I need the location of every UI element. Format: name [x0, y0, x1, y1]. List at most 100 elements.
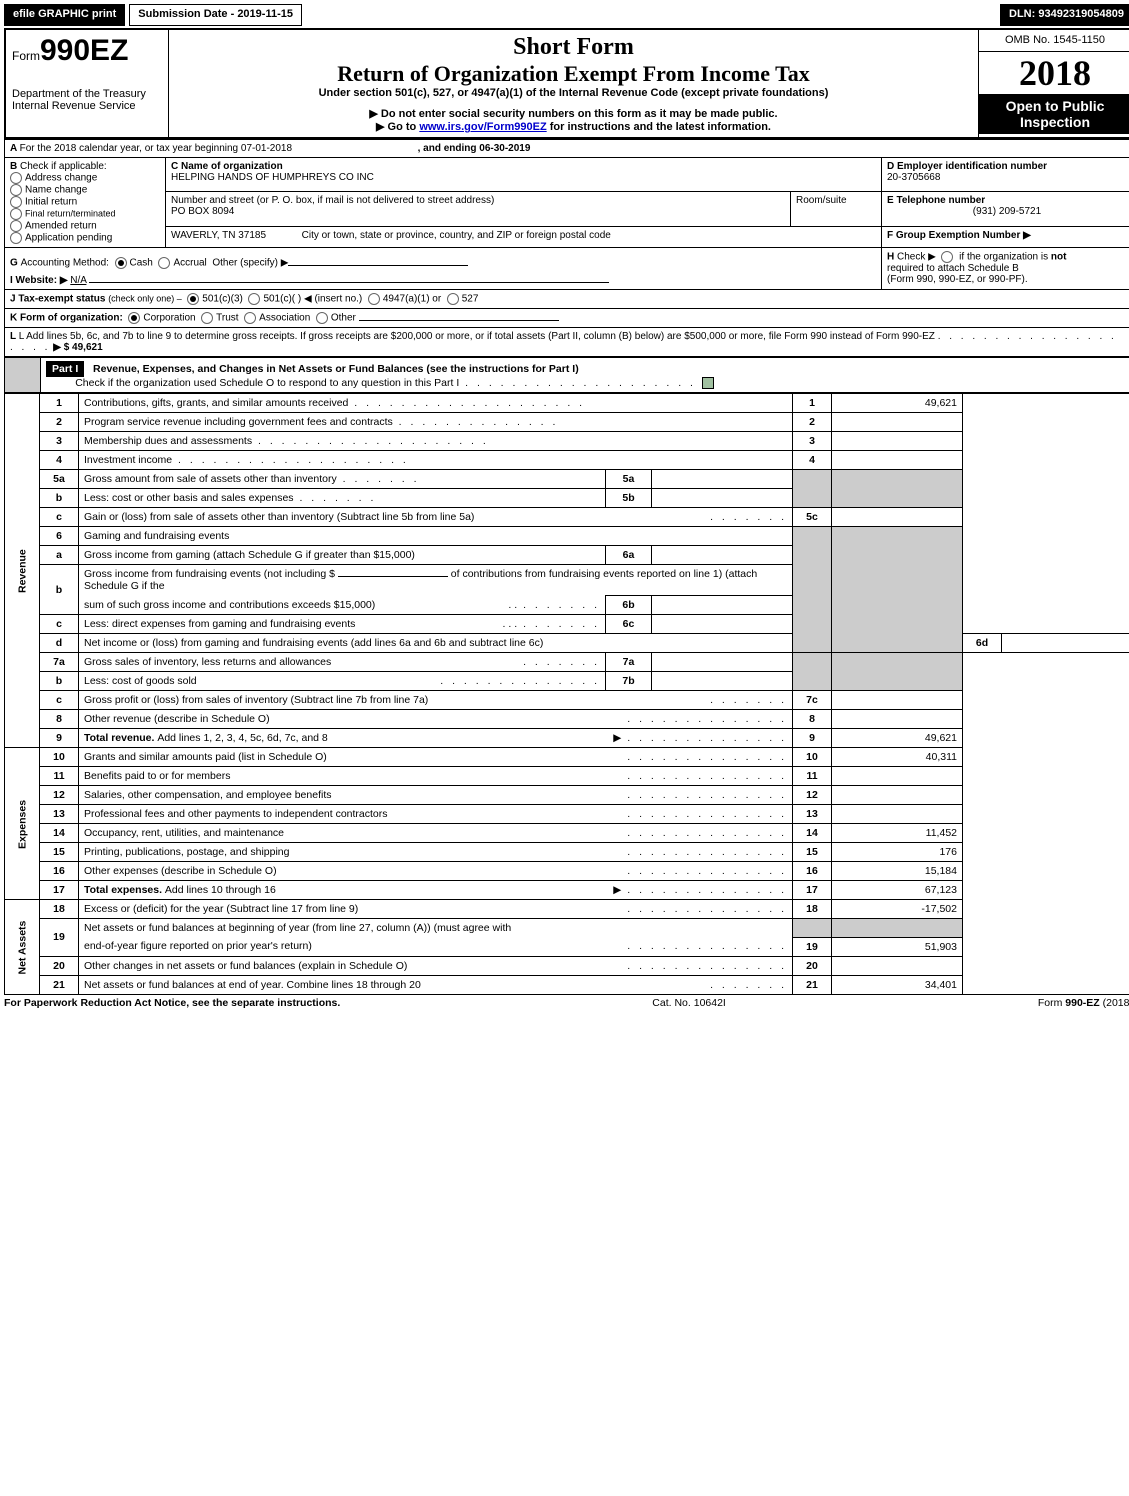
line-19b-text: end-of-year figure reported on prior yea…	[84, 940, 312, 952]
line-17-value: 67,123	[832, 881, 963, 900]
j-527[interactable]	[447, 293, 459, 305]
line-11-value	[832, 767, 963, 786]
line-3-text: Membership dues and assessments	[84, 435, 252, 447]
no-ssn-note: ▶ Do not enter social security numbers o…	[175, 107, 972, 120]
line-1-text: Contributions, gifts, grants, and simila…	[84, 397, 348, 409]
accrual-radio[interactable]	[158, 257, 170, 269]
line-7c-text: Gross profit or (loss) from sales of inv…	[84, 694, 428, 706]
j-501c3[interactable]	[187, 293, 199, 305]
top-bar: efile GRAPHIC print Submission Date - 20…	[4, 4, 1129, 26]
line-6b-suf: sum of such gross income and contributio…	[84, 599, 375, 611]
line-20-text: Other changes in net assets or fund bala…	[84, 960, 407, 972]
check-if-applicable: Check if applicable:	[20, 161, 107, 172]
line-6d-value	[1002, 634, 1129, 653]
line-7b-text: Less: cost of goods sold	[84, 675, 197, 687]
part1-label: Part I	[46, 361, 84, 377]
amended-return-checkbox[interactable]	[10, 220, 22, 232]
net-assets-side-label: Net Assets	[5, 900, 40, 995]
line-16-text: Other expenses (describe in Schedule O)	[84, 865, 277, 877]
line-12-value	[832, 786, 963, 805]
form-prefix: Form	[12, 49, 40, 63]
j-501c[interactable]	[248, 293, 260, 305]
j-4947[interactable]	[368, 293, 380, 305]
address-change-checkbox[interactable]	[10, 172, 22, 184]
form-number: 990EZ	[40, 34, 128, 67]
addr-label: Number and street (or P. O. box, if mail…	[171, 195, 785, 206]
line-13-value	[832, 805, 963, 824]
k-other[interactable]	[316, 312, 328, 324]
return-title: Return of Organization Exempt From Incom…	[175, 61, 972, 87]
line-6b-pre: Gross income from fundraising events (no…	[84, 568, 338, 580]
ein: 20-3705668	[887, 172, 1127, 183]
footer-center: Cat. No. 10642I	[652, 997, 726, 1009]
footer-left: For Paperwork Reduction Act Notice, see …	[4, 997, 340, 1009]
line-19a-text: Net assets or fund balances at beginning…	[84, 922, 511, 934]
initial-return-checkbox[interactable]	[10, 196, 22, 208]
submission-date: Submission Date - 2019-11-15	[129, 4, 302, 26]
k-label: K Form of organization:	[10, 313, 123, 324]
line-18-value: -17,502	[832, 900, 963, 919]
line-18-text: Excess or (deficit) for the year (Subtra…	[84, 903, 358, 915]
f-label: F Group Exemption Number	[887, 230, 1020, 241]
part1-header-row: Part I Revenue, Expenses, and Changes in…	[4, 357, 1129, 393]
line-11-text: Benefits paid to or for members	[84, 770, 230, 782]
k-trust[interactable]	[201, 312, 213, 324]
lines-table: Revenue 1 Contributions, gifts, grants, …	[4, 393, 1129, 995]
c-label: C Name of organization	[171, 161, 876, 172]
line-14-text: Occupancy, rent, utilities, and maintena…	[84, 827, 284, 839]
line-21-text: Net assets or fund balances at end of ye…	[84, 979, 421, 991]
dept-label: Department of the Treasury	[12, 88, 162, 100]
name-change-checkbox[interactable]	[10, 184, 22, 196]
line-6-text: Gaming and fundraising events	[84, 530, 229, 542]
l-text: L Add lines 5b, 6c, and 7b to line 9 to …	[19, 331, 935, 342]
line-21-value: 34,401	[832, 975, 963, 994]
phone: (931) 209-5721	[887, 206, 1127, 217]
revenue-side-label: Revenue	[5, 394, 40, 748]
k-corp[interactable]	[128, 312, 140, 324]
line-5b-text: Less: cost or other basis and sales expe…	[84, 492, 294, 504]
k-assoc[interactable]	[244, 312, 256, 324]
footer-right: Form 990-EZ (2018)	[1038, 997, 1129, 1009]
line-5c-value	[832, 508, 963, 527]
line-2-text: Program service revenue including govern…	[84, 416, 393, 428]
h-checkbox[interactable]	[941, 251, 953, 263]
line-8-text: Other revenue (describe in Schedule O)	[84, 713, 270, 725]
g-label: Accounting Method:	[21, 258, 109, 269]
e-label: E Telephone number	[887, 195, 1127, 206]
line-10-text: Grants and similar amounts paid (list in…	[84, 751, 327, 763]
line-14-value: 11,452	[832, 824, 963, 843]
footer: For Paperwork Reduction Act Notice, see …	[4, 997, 1129, 1009]
omb-number: OMB No. 1545-1150	[979, 29, 1129, 51]
line-12-text: Salaries, other compensation, and employ…	[84, 789, 331, 801]
under-section: Under section 501(c), 527, or 4947(a)(1)…	[175, 87, 972, 99]
schedule-o-checkbox[interactable]	[702, 377, 714, 389]
efile-print-button[interactable]: efile GRAPHIC print	[4, 4, 125, 26]
form-header: Form990EZ Department of the Treasury Int…	[4, 28, 1129, 139]
org-name: HELPING HANDS OF HUMPHREYS CO INC	[171, 172, 876, 183]
tax-year: 2018	[979, 52, 1129, 94]
part1-title: Revenue, Expenses, and Changes in Net As…	[93, 363, 579, 375]
open-to-public: Open to Public Inspection	[979, 94, 1129, 134]
i-label: I Website: ▶	[10, 275, 68, 286]
application-pending-checkbox[interactable]	[10, 232, 22, 244]
f-arrow: ▶	[1023, 230, 1031, 241]
part1-check: Check if the organization used Schedule …	[75, 377, 459, 389]
line-20-value	[832, 956, 963, 975]
cash-radio[interactable]	[115, 257, 127, 269]
final-return-checkbox[interactable]	[10, 208, 22, 220]
line-13-text: Professional fees and other payments to …	[84, 808, 388, 820]
line-num: 1	[40, 394, 79, 413]
website: N/A	[70, 275, 86, 286]
line-8-value	[832, 710, 963, 729]
j-label: J Tax-exempt status	[10, 294, 105, 305]
line-10-value: 40,311	[832, 748, 963, 767]
line-9-value: 49,621	[832, 729, 963, 748]
expenses-side-label: Expenses	[5, 748, 40, 900]
short-form-title: Short Form	[175, 34, 972, 61]
line-16-value: 15,184	[832, 862, 963, 881]
addr: PO BOX 8094	[171, 206, 785, 217]
irs-link[interactable]: www.irs.gov/Form990EZ	[419, 121, 546, 133]
line-1-value: 49,621	[832, 394, 963, 413]
line-19-value: 51,903	[832, 937, 963, 956]
line-7c-value	[832, 691, 963, 710]
